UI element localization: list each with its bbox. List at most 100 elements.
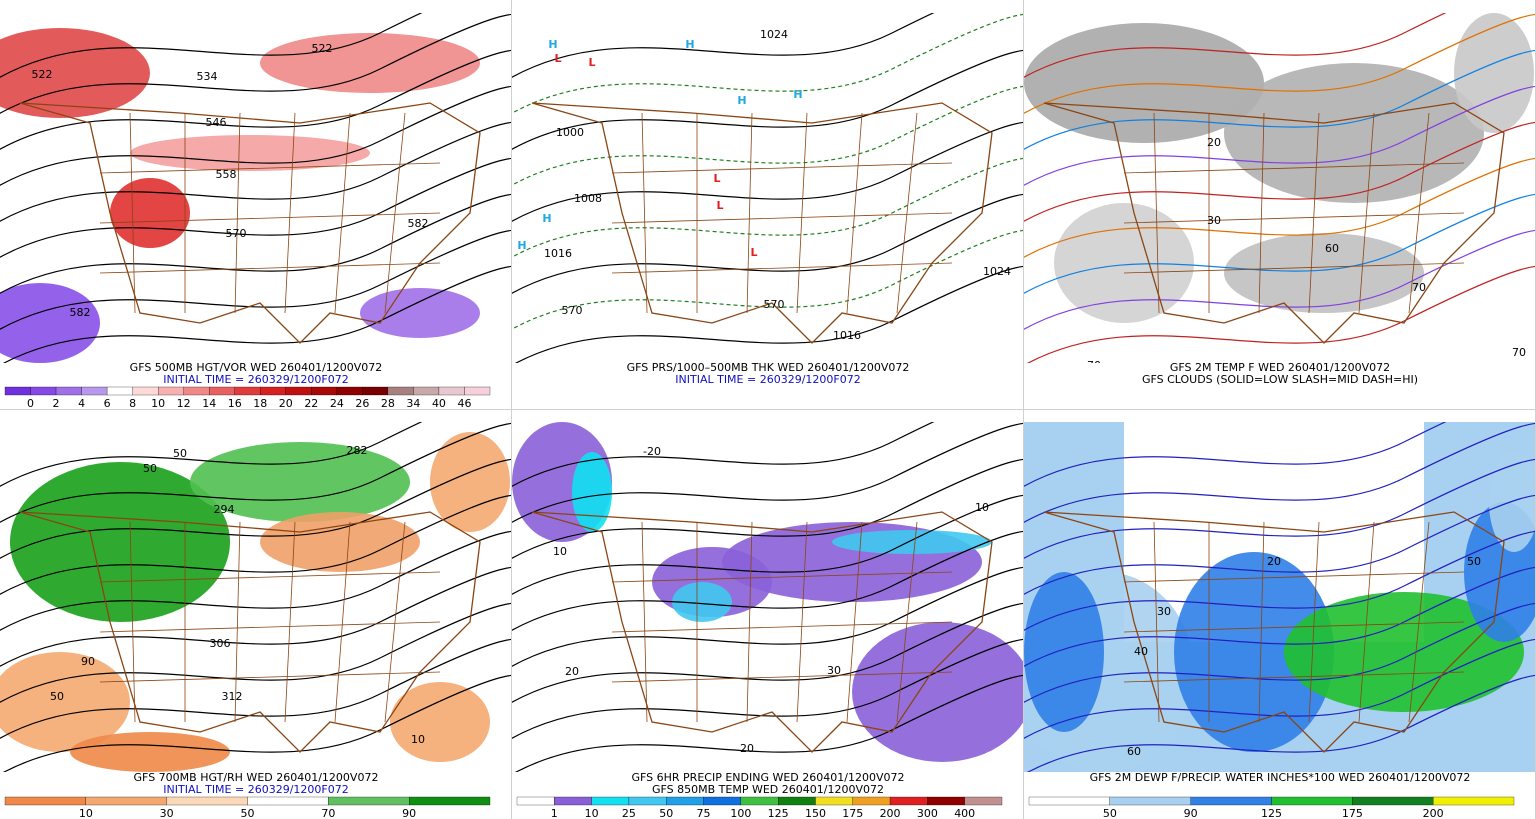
caption: INITIAL TIME = 260329/1200F072 <box>163 373 348 386</box>
contour-label: 60 <box>1127 745 1141 758</box>
shaded-area <box>832 530 992 554</box>
colorbar-label: 1 <box>551 807 558 819</box>
contour-label: 30 <box>1207 214 1221 227</box>
colorbar-swatch <box>158 386 184 396</box>
colorbar-label: 0 <box>27 397 34 410</box>
state-line <box>99 621 441 633</box>
state-line <box>99 671 441 683</box>
coastline <box>531 511 993 753</box>
colorbar-swatch <box>927 796 965 806</box>
colorbar-label: 14 <box>202 397 216 410</box>
colorbar-label: 400 <box>954 807 975 819</box>
contour-line <box>512 422 935 488</box>
contour-label: 306 <box>210 637 231 650</box>
shaded-area <box>0 652 130 752</box>
caption: GFS CLOUDS (SOLID=LOW SLASH=MID DASH=HI) <box>1142 373 1418 386</box>
contour-line <box>512 566 1023 668</box>
caption: INITIAL TIME = 260329/1200F072 <box>163 783 348 796</box>
contour-line <box>0 229 511 331</box>
shaded-area <box>360 288 480 338</box>
contour-line <box>3 674 511 772</box>
colorbar-label: 10 <box>151 397 165 410</box>
coastline <box>1043 511 1505 753</box>
contour-label: 294 <box>214 503 235 516</box>
state-line <box>1258 112 1265 314</box>
caption: INITIAL TIME = 260329/1200F072 <box>675 373 860 386</box>
contour-line <box>3 265 511 363</box>
colorbar-swatch <box>778 796 816 806</box>
colorbar-label: 20 <box>279 397 293 410</box>
contour-label: 50 <box>1467 555 1481 568</box>
shaded-area <box>260 512 420 572</box>
contour-label: 1024 <box>983 265 1011 278</box>
contour-line <box>0 602 511 704</box>
colorbar-swatch <box>328 796 410 806</box>
contour-label: H <box>548 38 557 51</box>
contour-label: 546 <box>206 116 227 129</box>
contour-line <box>512 229 1023 331</box>
state-line <box>1308 521 1320 723</box>
colorbar-swatch <box>183 386 210 396</box>
colorbar-label: 175 <box>1342 807 1363 819</box>
shaded-area <box>70 732 230 772</box>
colorbar-swatch <box>311 386 337 396</box>
state-line <box>641 521 648 723</box>
contour-label: L <box>713 172 720 185</box>
shaded-area <box>572 452 612 532</box>
contour-label: 20 <box>1267 555 1281 568</box>
contour-label: 40 <box>1134 645 1148 658</box>
shaded-area <box>190 442 410 522</box>
contour-label: L <box>716 199 723 212</box>
colorbar-swatch <box>964 796 1003 806</box>
colorbar-label: 12 <box>177 397 191 410</box>
contour-label: H <box>793 88 802 101</box>
state-line <box>1123 571 1465 583</box>
colorbar-label: 50 <box>659 807 673 819</box>
colorbar-swatch <box>166 796 248 806</box>
colorbar-label: 22 <box>304 397 318 410</box>
contour-line <box>512 85 1023 187</box>
map-area: 522 534 546 558 570 582 522 582 <box>0 13 511 363</box>
contour-label: -20 <box>643 445 661 458</box>
map-area: 282 294 306 312 50 50 90 10 50 <box>0 422 511 772</box>
contour-label: 70 <box>1412 281 1426 294</box>
contour-label: 60 <box>1325 242 1339 255</box>
colorbar-label: 100 <box>730 807 751 819</box>
shaded-area <box>1024 572 1104 732</box>
colorbar-label: 2 <box>53 397 60 410</box>
colorbar-label: 10 <box>585 807 599 819</box>
coastline <box>1043 102 1505 344</box>
colorbar-swatch <box>387 386 414 396</box>
contour-line <box>1024 13 1447 79</box>
state-line <box>284 521 296 723</box>
state-line <box>1408 521 1430 723</box>
contour-label: 312 <box>222 690 243 703</box>
contour-label: 50 <box>50 690 64 703</box>
contour-line <box>512 121 1023 223</box>
coastline <box>19 102 481 344</box>
contour-label: 582 <box>70 306 91 319</box>
shaded-area <box>1224 233 1424 313</box>
state-line <box>1258 521 1265 723</box>
contour-label: 570 <box>226 227 247 240</box>
state-line <box>1358 521 1375 723</box>
map-panel: 10 20 -20 30 10 20 GFS 6HR PRECIP ENDING WED 2… <box>512 410 1023 819</box>
state-line <box>234 112 241 314</box>
shaded-area <box>852 622 1023 762</box>
shaded-area <box>1454 13 1534 133</box>
map-panel: 70 70 60 50 70 20 30 GFS 2M TEMP F WED 260401/1… <box>1024 0 1535 409</box>
colorbar-label: 28 <box>381 397 395 410</box>
colorbar-swatch <box>209 386 235 396</box>
colorbar-swatch <box>1028 796 1110 806</box>
state-line <box>611 671 953 683</box>
colorbar-label: 34 <box>406 397 420 410</box>
map-panel: 522 534 546 558 570 582 522 582 GFS 500MB HGT/VO… <box>0 0 511 410</box>
state-line <box>1123 671 1465 683</box>
caption: GFS 2M DEWP F/PRECIP. WATER INCHES*100 W… <box>1090 771 1471 784</box>
state-line <box>1123 262 1465 274</box>
contour-line <box>515 265 1023 363</box>
map-area: 40 50 30 20 60 <box>1024 422 1535 772</box>
coastline <box>19 511 481 753</box>
